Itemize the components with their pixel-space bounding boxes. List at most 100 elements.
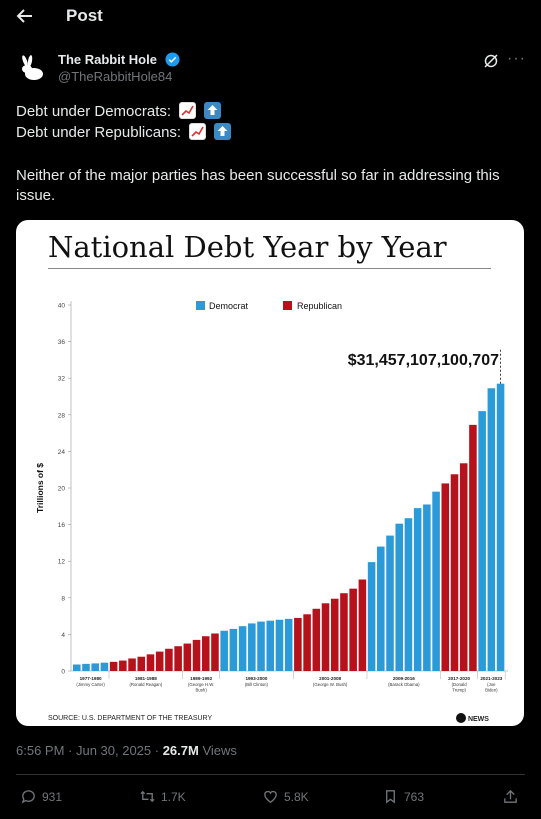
y-tick-label: 36 <box>58 339 66 346</box>
bookmark-button[interactable]: 763 <box>382 788 424 805</box>
period-sublabel: Trump) <box>452 688 466 693</box>
post-image[interactable]: National Debt Year by Year 0 4 8 12 16 20 24 28… <box>16 220 524 726</box>
bar <box>146 654 155 671</box>
period-label: 1993-2000 <box>245 676 267 681</box>
bar <box>165 648 173 671</box>
bar <box>459 463 468 671</box>
period-label: 1981-1988 <box>135 676 157 681</box>
abc-logo-text: NEWS <box>467 716 489 723</box>
period-sublabel: (George W. Bush) <box>313 682 348 687</box>
y-tick-label: 24 <box>58 449 66 456</box>
reply-icon <box>21 790 35 804</box>
period-sublabel: (Barack Obama) <box>388 682 420 687</box>
bar <box>441 483 450 671</box>
author-name[interactable]: The Rabbit Hole <box>58 52 157 67</box>
period-sublabel: (Donald <box>452 682 468 687</box>
post-timestamp[interactable]: 6:56 PM · Jun 30, 2025 · 26.7M Views <box>16 743 237 758</box>
action-bar: 931 1.7K 5.8K 763 <box>0 788 541 810</box>
bar <box>82 663 90 671</box>
y-tick-label: 12 <box>58 559 66 566</box>
chart-increasing-icon <box>179 102 197 119</box>
post-line1-text: Debt under Democrats: <box>16 103 172 120</box>
page-title: Post <box>66 6 103 25</box>
up-arrow-icon <box>204 102 222 119</box>
rabbit-icon <box>22 55 43 80</box>
bar <box>330 598 339 671</box>
y-tick-label: 4 <box>61 632 65 639</box>
bar <box>91 663 99 671</box>
bar <box>155 651 164 671</box>
period-label: 1989-1992 <box>190 676 212 681</box>
reply-button[interactable]: 931 <box>20 788 62 805</box>
bar <box>284 618 293 671</box>
back-arrow-icon[interactable] <box>14 6 36 28</box>
bar <box>174 646 182 671</box>
bar <box>275 619 284 671</box>
y-tick-label: 16 <box>58 522 66 529</box>
bar <box>312 608 321 671</box>
legend-label-democrat: Democrat <box>209 301 249 311</box>
legend-swatch-republican <box>283 301 292 310</box>
bar <box>229 628 238 671</box>
bar <box>192 639 201 671</box>
image-source: SOURCE: U.S. DEPARTMENT OF THE TREASURY <box>48 715 213 722</box>
like-button[interactable]: 5.8K <box>262 788 309 805</box>
bar <box>358 579 367 671</box>
period-sublabel: Biden) <box>485 688 498 693</box>
up-arrow-icon <box>214 123 232 140</box>
views-label: Views <box>198 743 237 758</box>
legend-label-republican: Republican <box>297 301 342 311</box>
period-sublabel: (Bill Clinton) <box>245 682 269 687</box>
bar <box>404 518 413 671</box>
debt-bar-chart: 0 4 8 12 16 20 24 28 32 36 40 Trillions of $ Democra… <box>35 301 508 693</box>
top-bar: Post <box>0 0 541 34</box>
y-tick-label: 8 <box>61 595 65 602</box>
legend-swatch-democrat <box>196 301 205 310</box>
heart-icon <box>264 790 277 803</box>
period-sublabel: (Ronald Reagan) <box>130 682 163 687</box>
bar <box>413 508 422 671</box>
avatar[interactable] <box>16 52 50 86</box>
bar <box>201 636 210 671</box>
bar <box>220 630 228 671</box>
bar <box>248 623 256 671</box>
period-sublabel: (Jimmy Carter) <box>76 682 105 687</box>
y-tick-label: 40 <box>58 303 66 310</box>
bar <box>183 643 192 671</box>
bar <box>395 523 404 671</box>
grok-icon[interactable] <box>482 52 500 70</box>
author-handle[interactable]: @TheRabbitHole84 <box>58 69 173 84</box>
reply-count: 931 <box>42 789 63 804</box>
bar <box>100 662 109 671</box>
y-tick-label: 32 <box>58 376 66 383</box>
title-rule <box>48 268 491 269</box>
divider <box>16 774 525 775</box>
repost-count: 1.7K <box>161 789 186 804</box>
image-title: National Debt Year by Year <box>48 230 447 264</box>
period-label: 2009-2016 <box>393 676 415 681</box>
abc-news-logo: NEWS <box>456 713 489 723</box>
repost-button[interactable]: 1.7K <box>139 788 186 805</box>
share-button[interactable] <box>502 788 519 805</box>
bar <box>128 658 136 671</box>
bar <box>211 633 219 671</box>
bar <box>487 388 496 671</box>
bar <box>321 603 330 671</box>
period-label: 2021-2023 <box>480 676 502 681</box>
bar <box>303 614 311 671</box>
period-label: 2001-2008 <box>319 676 341 681</box>
bar <box>73 664 81 671</box>
bar <box>109 661 118 671</box>
bar <box>423 504 431 671</box>
bar <box>340 593 348 671</box>
y-axis-label: Trillions of $ <box>35 463 45 513</box>
bar <box>137 656 146 671</box>
bar <box>432 491 440 671</box>
bar <box>469 424 477 671</box>
chart-increasing-icon <box>189 123 207 140</box>
bar <box>367 562 376 671</box>
post-paragraph: Neither of the major parties has been su… <box>16 167 500 204</box>
more-options-icon[interactable]: ··· <box>507 50 526 67</box>
bar <box>496 383 505 671</box>
bar <box>294 617 302 671</box>
